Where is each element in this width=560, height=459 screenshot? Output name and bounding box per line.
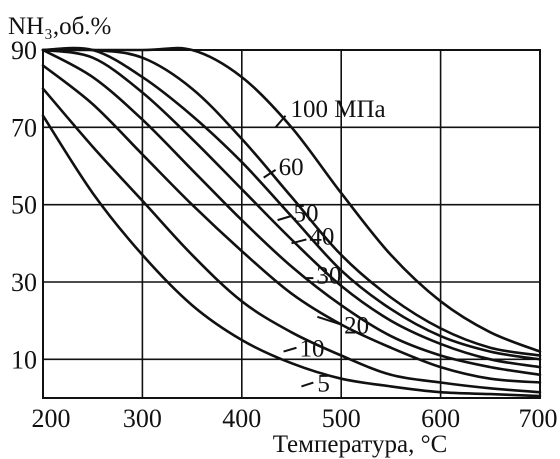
series-line-5 — [41, 114, 542, 398]
y-tick-label-90: 90 — [11, 36, 37, 65]
x-tick-label-200: 200 — [32, 404, 71, 433]
label-leader-7 — [301, 381, 314, 388]
curve-label-6: 10 — [299, 336, 324, 363]
curve-label-4: 30 — [316, 262, 341, 289]
series-line-20 — [41, 64, 542, 384]
series-line-40 — [41, 48, 542, 369]
x-axis-title: Температура, °C — [273, 431, 448, 458]
label-leader-2 — [277, 215, 291, 222]
x-tick-label-600: 600 — [421, 404, 460, 433]
label-leader-3 — [291, 238, 307, 245]
label-leaders — [263, 115, 342, 388]
y-tick-label-70: 70 — [11, 113, 37, 142]
curve-label-2: 50 — [293, 200, 318, 227]
curve-label-5: 20 — [344, 313, 369, 340]
x-tick-labels: 200 300 400 500 600 700 — [32, 404, 558, 433]
curve-label-3: 40 — [309, 224, 334, 251]
series-line-50 — [41, 46, 542, 361]
curve-label-7: 5 — [317, 371, 330, 398]
label-leader-1 — [263, 169, 277, 179]
y-tick-label-10: 10 — [11, 345, 37, 374]
curve-label-0: 100 МПа — [291, 96, 386, 123]
grid-lines — [43, 50, 540, 398]
label-leader-6 — [283, 346, 297, 353]
y-axis-title: NH₃,об.% — [8, 13, 111, 40]
label-leader-5 — [317, 315, 342, 326]
x-tick-label-300: 300 — [123, 404, 162, 433]
series-line-100-мпа — [41, 46, 542, 353]
y-tick-label-30: 30 — [11, 268, 37, 297]
series-line-30 — [41, 48, 542, 377]
plot-frame — [42, 49, 541, 399]
curve-label-1: 60 — [279, 154, 304, 181]
y-tick-labels: 10 30 50 70 90 — [11, 36, 37, 374]
data-curves — [41, 46, 542, 398]
x-tick-label-700: 700 — [519, 404, 558, 433]
y-tick-label-50: 50 — [11, 191, 37, 220]
series-line-10 — [41, 87, 542, 394]
label-leader-0 — [274, 115, 287, 128]
x-tick-label-500: 500 — [322, 404, 361, 433]
series-line-60 — [41, 48, 542, 357]
x-tick-label-400: 400 — [222, 404, 261, 433]
